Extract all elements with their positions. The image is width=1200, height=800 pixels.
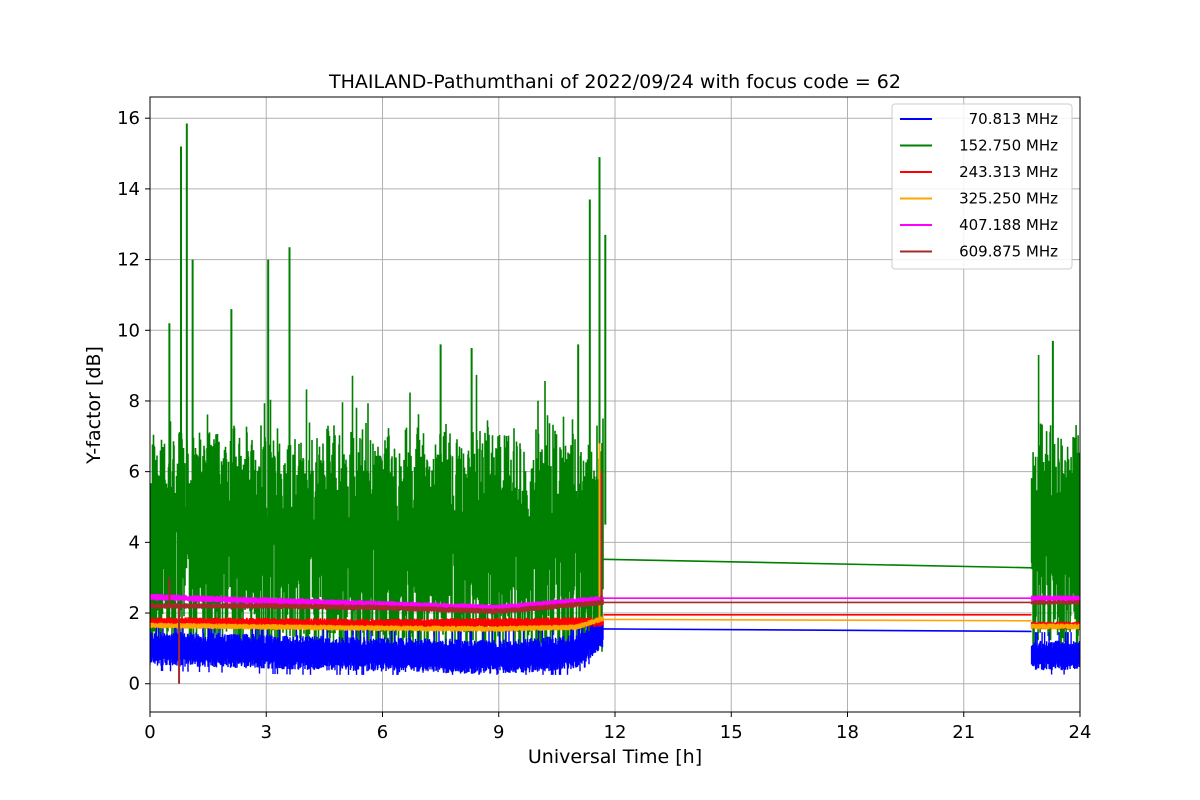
series-70-813-mhz xyxy=(150,616,1080,675)
chart-title: THAILAND-Pathumthani of 2022/09/24 with … xyxy=(328,71,901,93)
y-tick-label: 4 xyxy=(129,532,140,553)
y-tick-label: 2 xyxy=(129,603,140,624)
x-axis: 0 3 6 9 12 15 18 21 24 xyxy=(144,712,1091,743)
y-tick-label: 10 xyxy=(117,320,140,341)
series-band xyxy=(150,617,604,629)
x-tick-label: 9 xyxy=(493,722,504,743)
x-tick-label: 12 xyxy=(604,722,627,743)
x-tick-label: 18 xyxy=(836,722,859,743)
legend-label: 325.250 MHz xyxy=(959,190,1058,208)
x-tick-label: 15 xyxy=(720,722,743,743)
series-407-188-mhz xyxy=(150,594,1080,612)
series-band xyxy=(1030,600,1080,605)
x-tick-label: 6 xyxy=(377,722,388,743)
legend-label: 609.875 MHz xyxy=(959,243,1058,261)
series-609-875-mhz xyxy=(150,471,1080,684)
legend-label: 407.188 MHz xyxy=(959,216,1058,234)
series-band xyxy=(150,599,604,614)
legend-box xyxy=(891,103,1073,270)
series-325-250-mhz xyxy=(150,443,1080,632)
series-gap-line xyxy=(603,628,1032,633)
legend: 70.813 MHz 152.750 MHz 243.313 MHz 325.250 … xyxy=(891,103,1073,270)
series-band xyxy=(150,374,604,664)
legend-label: 70.813 MHz xyxy=(969,110,1058,128)
series-gap-line xyxy=(603,618,1032,622)
y-tick-label: 0 xyxy=(129,674,140,695)
x-tick-label: 3 xyxy=(261,722,272,743)
y-tick-label: 8 xyxy=(129,391,140,412)
series-band xyxy=(150,616,604,632)
series-band xyxy=(1030,632,1080,675)
y-axis-label: Y-factor [dB] xyxy=(83,346,105,465)
series-band xyxy=(1030,595,1080,602)
series-band xyxy=(150,616,604,675)
y-tick-label: 16 xyxy=(117,108,140,129)
legend-label: 243.313 MHz xyxy=(959,163,1058,181)
x-tick-label: 0 xyxy=(144,722,155,743)
y-axis: 0 2 4 6 8 10 12 14 16 xyxy=(117,108,150,695)
y-tick-label: 12 xyxy=(117,250,140,271)
series-gap-line xyxy=(603,558,1032,569)
series-band xyxy=(1030,623,1080,630)
series-band xyxy=(1030,355,1080,657)
legend-label: 152.750 MHz xyxy=(959,137,1058,155)
series-band xyxy=(150,594,604,612)
x-axis-label: Universal Time [h] xyxy=(528,746,702,768)
plot-area xyxy=(150,123,1080,684)
y-tick-label: 14 xyxy=(117,179,140,200)
x-tick-label: 21 xyxy=(952,722,975,743)
x-tick-label: 24 xyxy=(1069,722,1092,743)
y-tick-label: 6 xyxy=(129,462,140,483)
